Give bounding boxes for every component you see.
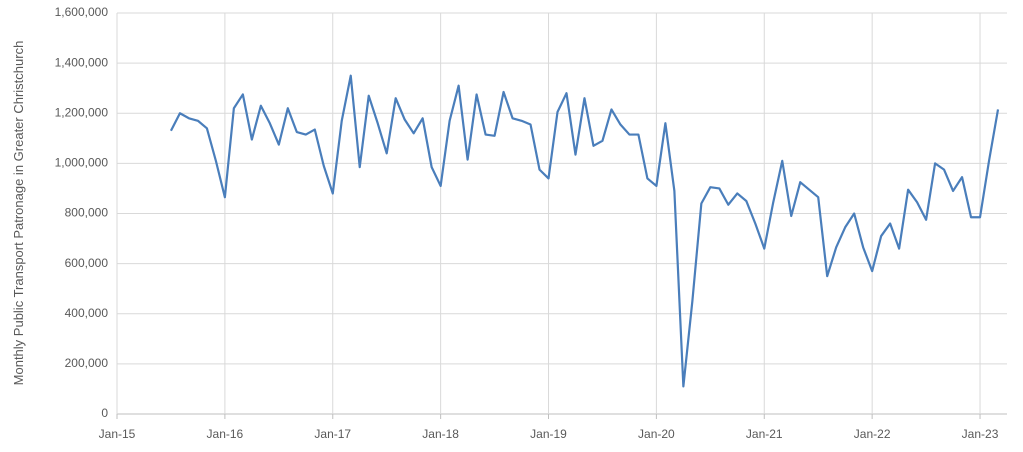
x-tick-label: Jan-21 — [746, 427, 783, 441]
y-tick-label: 1,000,000 — [55, 156, 109, 170]
x-tick-label: Jan-22 — [854, 427, 891, 441]
x-tick-label: Jan-18 — [422, 427, 459, 441]
x-tick-label: Jan-23 — [962, 427, 999, 441]
data-line — [169, 74, 1000, 388]
y-tick-label: 800,000 — [65, 206, 109, 220]
y-tick-label: 1,200,000 — [55, 105, 109, 119]
x-tick-label: Jan-17 — [314, 427, 351, 441]
y-tick-label: 200,000 — [65, 356, 109, 370]
y-tick-label: 400,000 — [65, 306, 109, 320]
x-tick-label: Jan-16 — [207, 427, 244, 441]
y-axis-title: Monthly Public Transport Patronage in Gr… — [11, 40, 26, 386]
y-tick-label: 1,400,000 — [55, 55, 109, 69]
y-tick-label: 600,000 — [65, 256, 109, 270]
y-tick-label: 0 — [101, 406, 108, 420]
x-tick-label: Jan-15 — [99, 427, 136, 441]
x-tick-label: Jan-19 — [530, 427, 567, 441]
x-tick-label: Jan-20 — [638, 427, 675, 441]
y-tick-label: 1,600,000 — [55, 5, 109, 19]
